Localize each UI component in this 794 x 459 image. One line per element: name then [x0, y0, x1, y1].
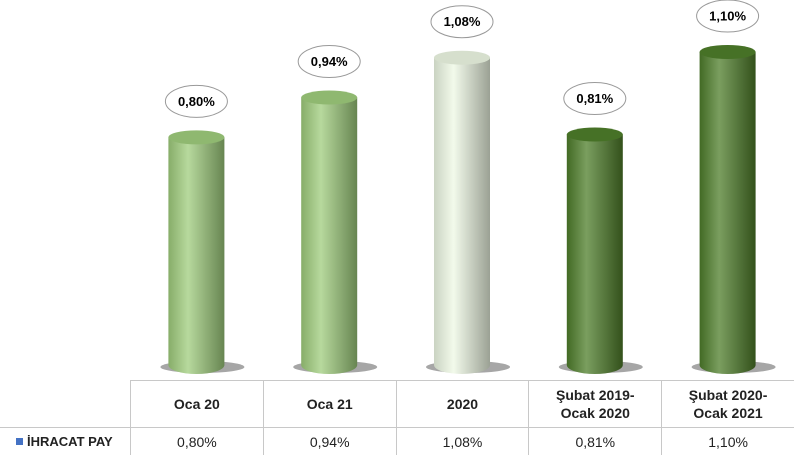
bar-top	[168, 130, 225, 145]
table-value: 1,08%	[395, 427, 529, 455]
data-label-bubble	[164, 84, 228, 118]
data-label-bubble	[430, 5, 494, 39]
table-value: 1,10%	[661, 427, 794, 455]
data-label: 0,80%	[178, 94, 215, 109]
legend-entry: İHRACAT PAY	[0, 427, 130, 455]
category-label: Şubat 2020- Ocak 2021	[661, 380, 794, 427]
category-label: Oca 21	[262, 380, 396, 427]
data-label: 1,10%	[709, 8, 746, 23]
bar	[699, 52, 756, 374]
data-label: 0,81%	[576, 91, 613, 106]
data-label-bubble	[563, 82, 627, 116]
legend-swatch	[16, 438, 23, 445]
bar-top	[566, 127, 623, 142]
category-label: Oca 20	[130, 380, 263, 427]
legend-label: İHRACAT PAY	[27, 434, 113, 449]
bar	[301, 97, 358, 374]
bar	[168, 137, 225, 374]
category-label: Şubat 2019- Ocak 2020	[528, 380, 662, 427]
data-label-bubble	[696, 0, 760, 33]
category-label: 2020	[395, 380, 529, 427]
bar	[566, 134, 623, 374]
bar-top	[434, 50, 490, 65]
table-value: 0,94%	[262, 427, 396, 455]
table-value: 0,80%	[130, 427, 263, 455]
bar-top	[699, 45, 756, 59]
data-label: 0,94%	[311, 54, 348, 69]
bar-top	[301, 90, 358, 105]
plot: 0,80% 0,94% 1,08% 0,81% 1,10%	[160, 0, 776, 374]
data-label: 1,08%	[444, 14, 481, 29]
bar	[434, 57, 490, 374]
data-label-bubble	[297, 45, 361, 79]
table-value: 0,81%	[528, 427, 662, 455]
